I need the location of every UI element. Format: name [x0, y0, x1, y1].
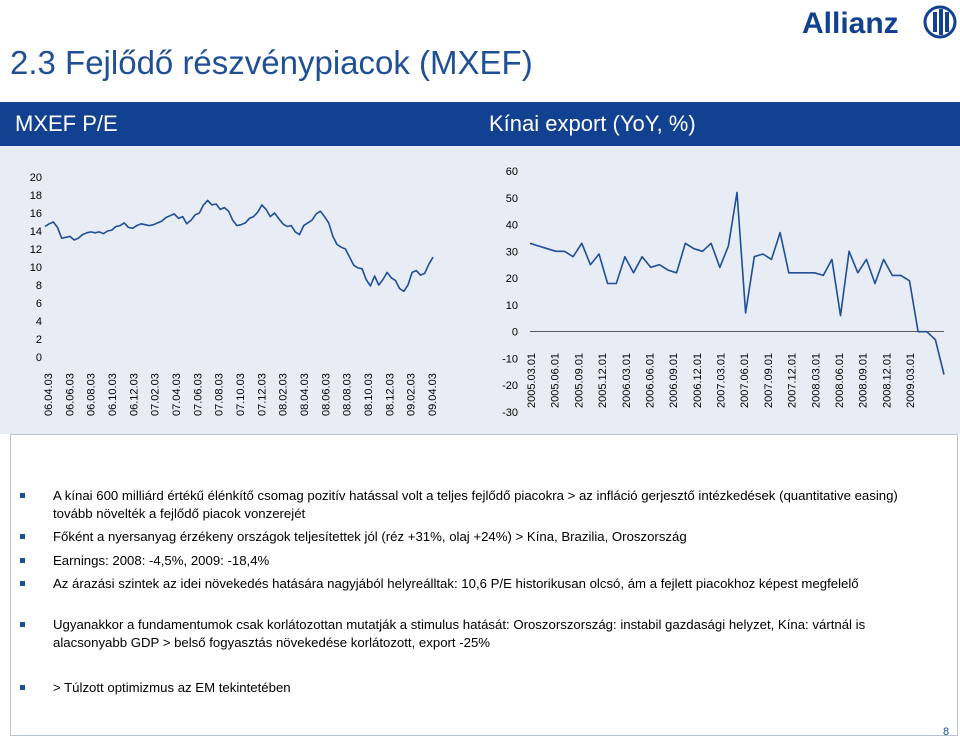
mxef-pe-chart-panel: 20 18 16 14 12 10 8 6 4 2 0 06.04.03 06.06.03 06.08.0… — [0, 146, 474, 434]
bullet-text: A kínai 600 milliárd értékű élénkítő cso… — [53, 488, 898, 521]
bullet-box: A kínai 600 milliárd értékű élénkítő cso… — [10, 434, 958, 736]
x-tick-label: 08.06.03 — [320, 373, 332, 416]
y-tick-label: 10 — [30, 262, 42, 274]
logo-wordmark: Allianz — [802, 7, 899, 40]
x-tick-label: 2006.03.01 — [621, 353, 633, 408]
x-tick-label: 07.12.03 — [256, 373, 268, 416]
y-tick-label: 30 — [506, 246, 518, 258]
bullet-item: A kínai 600 milliárd értékű élénkítő cso… — [20, 487, 913, 523]
x-tick-label: 08.02.03 — [278, 373, 290, 416]
bullet-text: Az árazási szintek az idei növekedés hat… — [53, 576, 859, 591]
y-tick-label: 50 — [506, 193, 518, 205]
x-tick-label: 2008.12.01 — [881, 353, 893, 408]
y-tick-label: 12 — [30, 244, 42, 256]
bullet-item: Az árazási szintek az idei növekedés hat… — [20, 575, 913, 593]
x-tick-label: 2008.09.01 — [858, 353, 870, 408]
y-tick-label: 2 — [36, 334, 42, 346]
x-tick-label: 08.04.03 — [299, 373, 311, 416]
bullet-marker-icon — [20, 534, 25, 539]
bullet-marker-icon — [20, 558, 25, 563]
china-export-chart: 60 50 40 30 20 10 0 -10 -20 -30 2005.03.01 2005.06.… — [502, 166, 945, 419]
x-tick-label: 07.06.03 — [192, 373, 204, 416]
x-tick-label: 07.02.03 — [150, 373, 162, 416]
series-line — [529, 191, 945, 375]
y-tick-label: -20 — [502, 380, 518, 392]
y-tick-label: 0 — [36, 352, 42, 364]
y-tick-label: 20 — [30, 172, 42, 184]
x-tick-label: 07.08.03 — [214, 373, 226, 416]
allianz-logo: Allianz — [802, 5, 957, 40]
y-tick-label: 40 — [506, 220, 518, 232]
y-tick-label: 10 — [506, 300, 518, 312]
x-tick-label: 2008.03.01 — [810, 353, 822, 408]
y-tick-label: 20 — [506, 273, 518, 285]
y-tick-label: 8 — [36, 280, 42, 292]
y-tick-label: 4 — [36, 316, 42, 328]
bullet-text: > Túlzott optimizmus az EM tekintetében — [53, 680, 291, 695]
bullet-item: Ugyanakkor a fundamentumok csak korlátoz… — [20, 616, 913, 652]
x-tick-label: 2006.12.01 — [692, 353, 704, 408]
x-tick-label: 2008.06.01 — [834, 353, 846, 408]
logo-emblem-icon — [923, 5, 957, 39]
series-line — [44, 199, 434, 293]
y-tick-label: 60 — [506, 166, 518, 178]
x-tick-label: 08.10.03 — [363, 373, 375, 416]
bullet-text: Főként a nyersanyag érzékeny országok te… — [53, 529, 687, 544]
x-tick-label: 2005.09.01 — [573, 353, 585, 408]
x-tick-label: 09.02.03 — [406, 373, 418, 416]
x-tick-label: 06.12.03 — [128, 373, 140, 416]
bullet-text: Ugyanakkor a fundamentumok csak korlátoz… — [53, 617, 866, 650]
china-export-chart-panel: 60 50 40 30 20 10 0 -10 -20 -30 2005.03.01 2005.06.… — [474, 146, 960, 434]
x-tick-label: 08.08.03 — [342, 373, 354, 416]
y-tick-label: 16 — [30, 208, 42, 220]
x-tick-label: 2006.06.01 — [644, 353, 656, 408]
y-tick-label: -30 — [502, 407, 518, 419]
bullet-marker-icon — [20, 685, 25, 690]
bullet-item: Earnings: 2008: -4,5%, 2009: -18,4% — [20, 552, 913, 570]
page-title: 2.3 Fejlődő részvénypiacok (MXEF) — [10, 44, 533, 81]
y-tick-label: 14 — [30, 226, 42, 238]
x-tick-label: 06.08.03 — [86, 373, 98, 416]
x-tick-label: 2005.12.01 — [597, 353, 609, 408]
x-tick-label: 06.10.03 — [107, 373, 119, 416]
bullet-item: > Túlzott optimizmus az EM tekintetében — [20, 679, 913, 697]
x-tick-label: 06.06.03 — [64, 373, 76, 416]
x-tick-label: 2009.03.01 — [905, 353, 917, 408]
left-panel-title: MXEF P/E — [15, 111, 118, 136]
y-tick-label: 6 — [36, 298, 42, 310]
x-tick-label: 2005.03.01 — [526, 353, 538, 408]
x-tick-label: 2007.09.01 — [763, 353, 775, 408]
right-panel-header: Kínai export (YoY, %) — [474, 102, 960, 146]
x-tick-label: 2007.03.01 — [716, 353, 728, 408]
y-tick-label: -10 — [502, 353, 518, 365]
y-tick-label: 18 — [30, 190, 42, 202]
x-tick-label: 2005.06.01 — [550, 353, 562, 408]
right-panel-title: Kínai export (YoY, %) — [489, 111, 696, 136]
x-tick-label: 07.04.03 — [171, 373, 183, 416]
x-tick-label: 08.12.03 — [384, 373, 396, 416]
x-tick-label: 2007.12.01 — [787, 353, 799, 408]
bullet-marker-icon — [20, 493, 25, 498]
x-tick-label: 09.04.03 — [427, 373, 439, 416]
page-number: 8 — [943, 726, 950, 738]
left-panel-header: MXEF P/E — [0, 102, 474, 146]
x-tick-label: 2007.06.01 — [739, 353, 751, 408]
bullet-marker-icon — [20, 622, 25, 627]
x-tick-label: 07.10.03 — [235, 373, 247, 416]
bullet-text: Earnings: 2008: -4,5%, 2009: -18,4% — [53, 553, 270, 568]
y-tick-label: 0 — [512, 327, 518, 339]
bullet-marker-icon — [20, 581, 25, 586]
x-tick-label: 06.04.03 — [43, 373, 55, 416]
x-tick-label: 2006.09.01 — [668, 353, 680, 408]
bullet-item: Főként a nyersanyag érzékeny országok te… — [20, 528, 913, 546]
